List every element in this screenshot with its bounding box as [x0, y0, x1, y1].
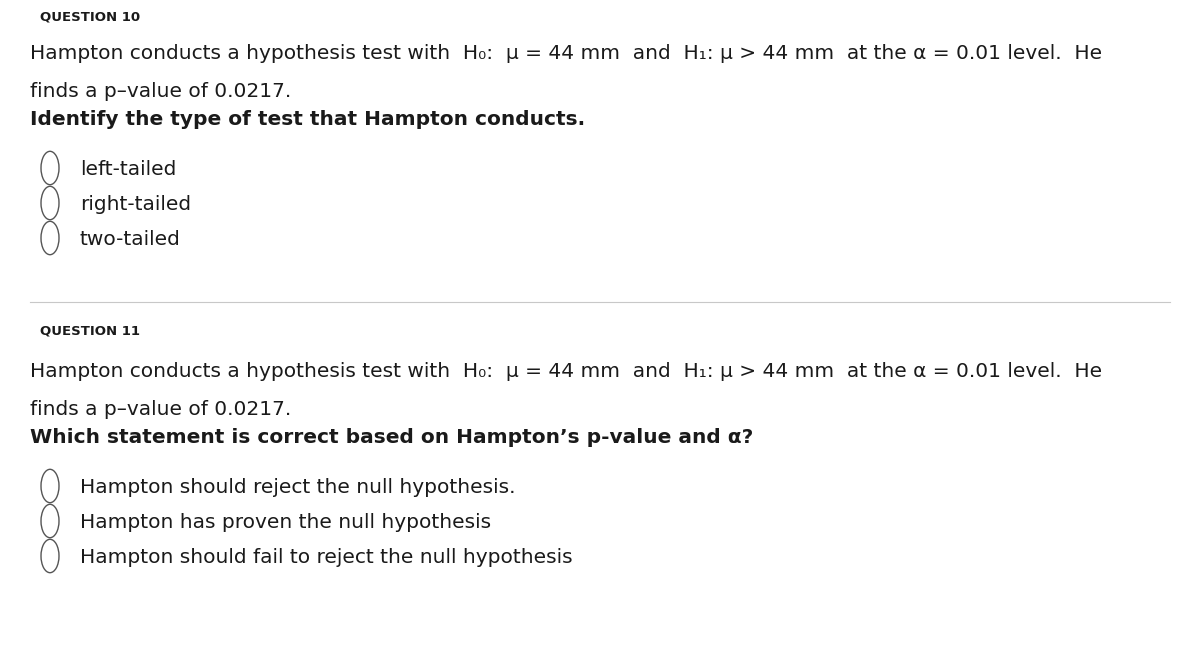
Text: two-tailed: two-tailed [80, 230, 181, 249]
Text: Hampton conducts a hypothesis test with  H₀:  μ = 44 mm  and  H₁: μ > 44 mm  at : Hampton conducts a hypothesis test with … [30, 362, 1102, 381]
Text: Hampton should reject the null hypothesis.: Hampton should reject the null hypothesi… [80, 478, 516, 497]
Text: Identify the type of test that Hampton conducts.: Identify the type of test that Hampton c… [30, 110, 586, 129]
Text: Hampton has proven the null hypothesis: Hampton has proven the null hypothesis [80, 513, 491, 532]
Text: QUESTION 11: QUESTION 11 [40, 325, 140, 338]
Text: right-tailed: right-tailed [80, 195, 191, 214]
Text: finds a p–value of 0.0217.: finds a p–value of 0.0217. [30, 82, 292, 101]
Text: Which statement is correct based on Hampton’s p-value and α?: Which statement is correct based on Hamp… [30, 428, 754, 447]
Text: left-tailed: left-tailed [80, 160, 176, 179]
Text: QUESTION 10: QUESTION 10 [40, 10, 140, 23]
Text: Hampton should fail to reject the null hypothesis: Hampton should fail to reject the null h… [80, 548, 572, 567]
Text: finds a p–value of 0.0217.: finds a p–value of 0.0217. [30, 400, 292, 419]
Text: Hampton conducts a hypothesis test with  H₀:  μ = 44 mm  and  H₁: μ > 44 mm  at : Hampton conducts a hypothesis test with … [30, 44, 1102, 63]
